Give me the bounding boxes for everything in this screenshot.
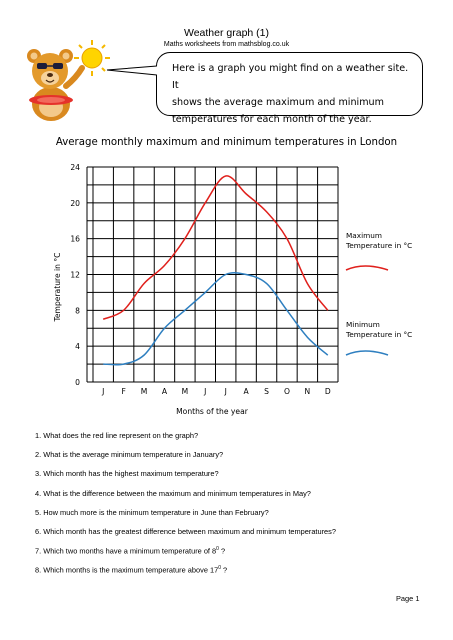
y-tick-label: 12 [70,271,80,280]
line-chart: 0 4 8 12 16 20 24 J F M A M J J A S O N D Temperature in °… [53,163,389,416]
question-4: 4. What is the difference between the ma… [35,489,311,498]
bear-icon [27,49,85,121]
question-7-end: ? [218,546,226,556]
chart-series [102,175,329,366]
page-number: Page 1 [396,594,420,603]
question-8-sup: 0 [218,565,221,571]
question-6: 6. Which month has the greatest differen… [35,527,336,536]
legend-min-line1: Minimum [346,320,380,329]
legend-max-swatch [345,265,389,271]
legend-max-label: Maximum Temperature in °C [346,231,412,251]
chart-ticks: 0 4 8 12 16 20 24 J F M A M J J A S O N D [70,163,331,396]
bear-with-sun-icon [27,40,110,121]
legend [345,265,389,356]
legend-min-label: Minimum Temperature in °C [346,320,412,340]
question-8-text: 8. Which months is the maximum temperatu… [35,565,219,575]
y-axis-label: Temperature in °C [53,253,62,323]
series-minimum-line [103,272,329,366]
speech-bubble-tail [106,65,158,76]
question-8-end: ? [221,565,228,575]
y-tick-label: 20 [70,199,80,208]
x-tick-label: J [203,387,206,396]
question-3: 3. Which month has the highest maximum t… [35,469,219,478]
legend-min-swatch [345,350,389,356]
question-7-sup: 0 [216,546,219,552]
x-tick-label: A [162,387,168,396]
x-tick-label: N [305,387,311,396]
y-tick-label: 24 [70,163,80,172]
y-tick-label: 4 [75,342,80,351]
question-7-text: 7. Which two months have a minimum tempe… [35,546,217,556]
y-tick-label: 16 [70,235,80,244]
x-tick-label: A [244,387,250,396]
question-5: 5. How much more is the minimum temperat… [35,508,269,517]
worksheet-title: Weather graph (1) [183,27,269,39]
x-tick-label: D [325,387,331,396]
chart-title: Average monthly maximum and minimum temp… [55,137,398,148]
x-tick-label: O [284,387,290,396]
series-maximum-line [102,175,329,320]
y-tick-label: 8 [75,306,80,315]
speech-bubble [156,52,423,116]
chart-grid [92,166,339,383]
x-axis-label: Months of the year [176,407,249,416]
y-tick-label: 0 [75,378,80,387]
x-tick-label: M [141,387,148,396]
x-tick-label: F [121,387,125,396]
bubble-line-1: Here is a graph you might find on a weat… [172,63,409,91]
x-tick-label: J [101,387,104,396]
speech-bubble-text: Here is a graph you might find on a weat… [172,60,414,128]
x-tick-label: J [224,387,227,396]
x-tick-label: S [264,387,269,396]
legend-max-line1: Maximum [346,231,382,240]
question-7: 7. Which two months have a minimum tempe… [35,546,225,555]
bubble-line-2: shows the average maximum and minimum [172,97,384,108]
legend-max-line2: Temperature in °C [346,241,413,250]
question-1: 1. What does the red line represent on t… [35,431,199,440]
bubble-line-3: temperatures for each month of the year. [172,114,372,125]
question-2: 2. What is the average minimum temperatu… [35,450,224,459]
legend-min-line2: Temperature in °C [346,330,413,339]
x-tick-label: M [182,387,189,396]
worksheet-subtitle: Maths worksheets from mathsblog.co.uk [163,41,290,48]
question-8: 8. Which months is the maximum temperatu… [35,565,227,574]
